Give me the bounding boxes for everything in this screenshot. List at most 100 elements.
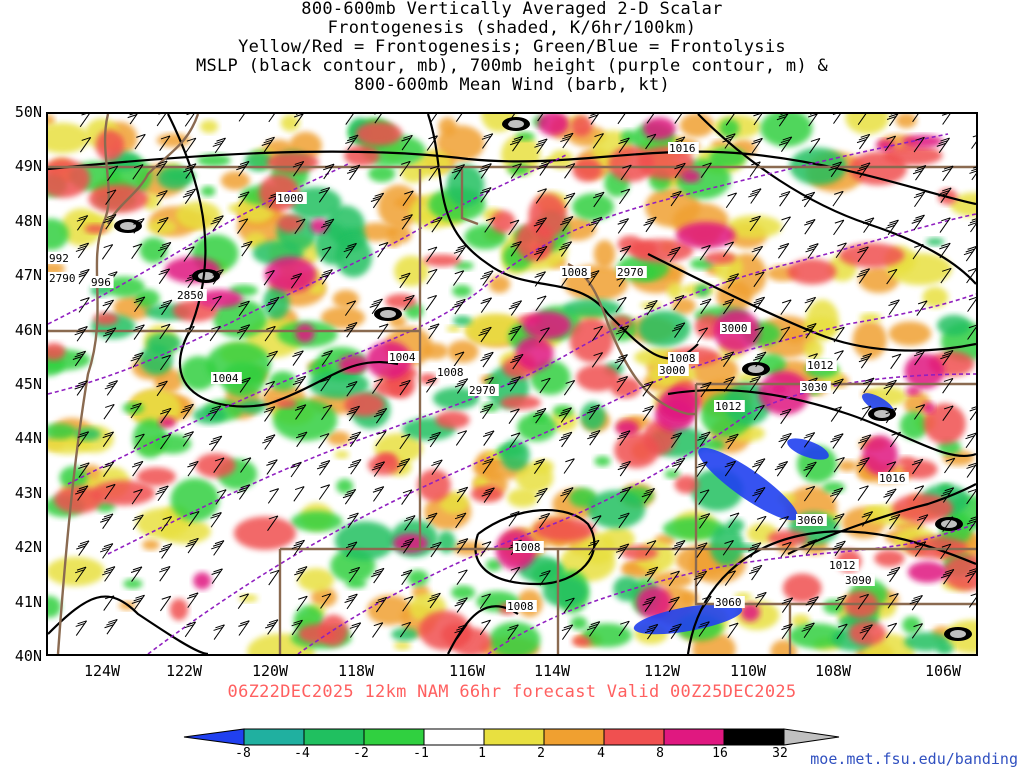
wind-barb [777, 242, 790, 259]
wind-barb [857, 114, 867, 125]
wind-barb [856, 133, 871, 150]
wind-barb [535, 188, 547, 204]
shading-blob [332, 289, 360, 309]
wind-barb [296, 595, 308, 612]
state-border-line [106, 114, 200, 225]
wind-barb [399, 433, 411, 450]
wind-barb [428, 165, 440, 181]
wind-barb [212, 137, 226, 154]
shading-blob [334, 521, 396, 561]
shading-blob [310, 218, 329, 234]
shading-blob [153, 368, 184, 393]
wind-barb [674, 114, 683, 124]
shading-blob [719, 118, 740, 138]
wind-barb [832, 190, 844, 207]
wind-barb [453, 244, 468, 261]
wind-barb [748, 542, 762, 558]
shading-blob [84, 224, 108, 234]
shading-blob [570, 616, 588, 630]
wind-barb [753, 114, 763, 126]
lat-label: 50N [14, 103, 42, 121]
shading-blob [788, 623, 845, 649]
shading-blob [95, 129, 125, 161]
svg-text:1016: 1016 [669, 142, 696, 155]
wind-barb [829, 487, 844, 504]
wind-barb [614, 354, 628, 370]
shading-blob [336, 478, 354, 494]
wind-barb [913, 191, 926, 208]
wind-barb [103, 595, 115, 611]
wind-barb [240, 457, 252, 473]
wind-barb [778, 136, 793, 152]
wind-barb [266, 296, 280, 313]
svg-text:1008: 1008 [437, 366, 464, 379]
wind-barb [78, 462, 90, 478]
wind-barb [187, 592, 199, 608]
wind-barb [588, 114, 599, 125]
svg-text:1008: 1008 [669, 352, 696, 365]
wind-barb [454, 597, 468, 613]
wind-barb [131, 594, 145, 611]
wind-barb [377, 323, 389, 340]
height-contour-label: 2790 [48, 272, 79, 285]
svg-text:996: 996 [91, 276, 111, 289]
wind-barb [345, 114, 354, 125]
wind-barb [159, 565, 171, 582]
wind-barb [751, 296, 766, 313]
shading-blob [839, 243, 905, 268]
wind-barb [833, 513, 845, 529]
wind-barb [183, 163, 197, 179]
wind-barb [215, 489, 227, 505]
svg-text:3000: 3000 [659, 364, 686, 377]
lat-label: 43N [14, 484, 42, 502]
colorbar-label: -2 [353, 746, 369, 761]
shading-blob [905, 386, 921, 396]
lon-label: 118W [337, 662, 375, 680]
shading-blob [671, 297, 696, 315]
wind-barb [753, 271, 765, 288]
wind-barb [803, 432, 816, 448]
wind-barb [320, 375, 332, 392]
wind-barb [616, 376, 628, 392]
wind-barb [480, 351, 494, 368]
shading-blob [571, 636, 592, 647]
wind-barb [913, 136, 925, 153]
wind-barb [238, 300, 250, 317]
shading-blob [845, 114, 889, 135]
height-contour-label: 3000 [720, 322, 751, 335]
source-link[interactable]: moe.met.fsu.edu/banding [810, 750, 1018, 768]
shading-blob [587, 490, 646, 529]
shading-blob [674, 475, 699, 494]
shading-blob [391, 627, 419, 641]
wind-barb [696, 461, 708, 477]
mslp-contour-label: 996 [90, 276, 114, 289]
wind-barb [803, 322, 817, 339]
colorbar-swatch [183, 728, 245, 746]
wind-barb [508, 219, 520, 236]
shading-blob [436, 125, 485, 162]
wind-barb [617, 460, 631, 477]
colorbar-label: 1 [478, 746, 486, 761]
wind-barb [533, 407, 547, 424]
wind-barb [700, 298, 712, 314]
wind-barb [938, 187, 952, 203]
shading-blob [437, 530, 456, 554]
shading-blob [667, 282, 683, 299]
wind-barb [939, 217, 951, 233]
wind-barb [426, 246, 438, 263]
wind-barb [538, 512, 551, 529]
map-panel: 1016 1000 992 996 1008 1004 1004 1008 1008 1012 10… [46, 112, 978, 656]
wind-barb [430, 114, 438, 123]
shading-blob [156, 133, 191, 148]
wind-barb [912, 164, 927, 181]
wind-barb [104, 380, 118, 396]
wind-barb [723, 376, 735, 392]
wind-barb [885, 622, 898, 639]
wind-barb [696, 542, 708, 558]
wind-barb [916, 300, 928, 316]
wind-barb [345, 134, 359, 151]
wind-barb [160, 516, 173, 532]
shading-blob [615, 420, 639, 436]
colorbar-swatch [303, 728, 365, 746]
wind-barb [369, 298, 383, 315]
